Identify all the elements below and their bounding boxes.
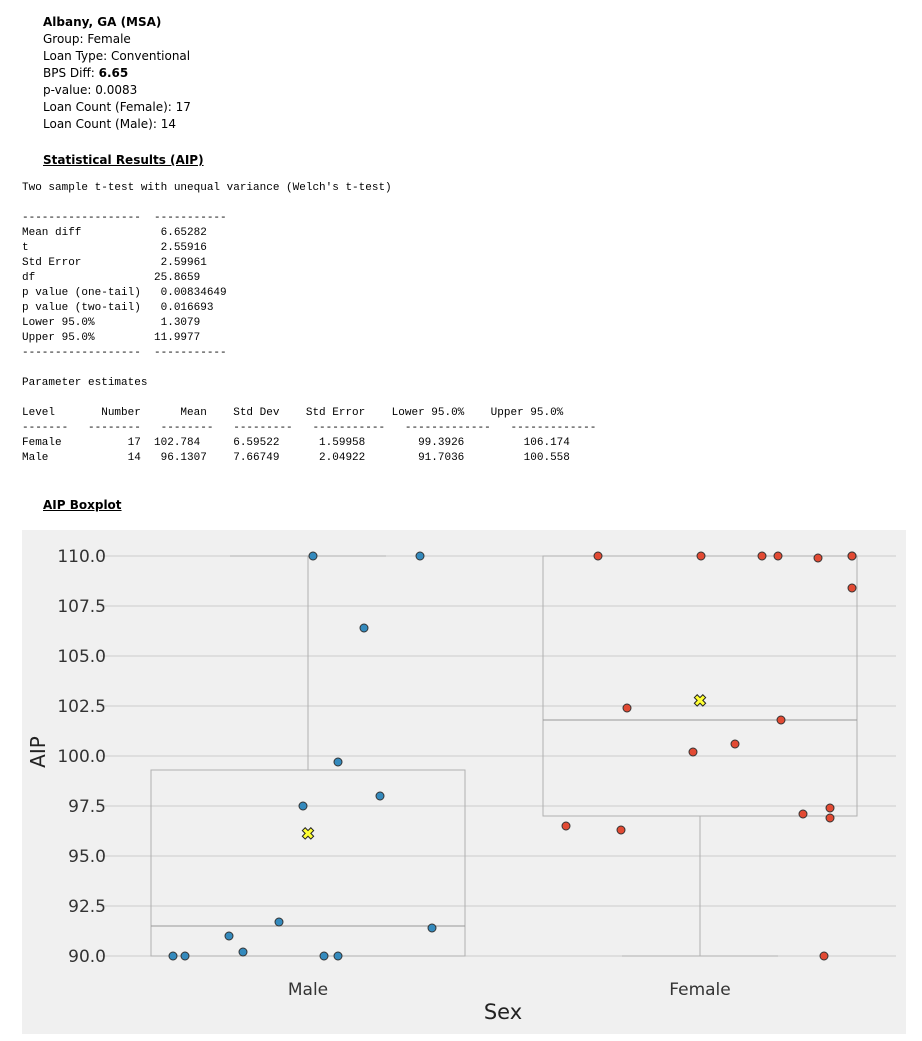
y-tick-label: 92.5 [68,897,106,917]
msa-title: Albany, GA (MSA) [43,15,162,29]
data-point [616,825,626,835]
stats-line: Std Error 2.59961 [22,257,207,269]
data-point [757,551,767,561]
data-point [593,551,603,561]
mean-marker [301,827,315,840]
pvalue-value: 0.0083 [95,83,138,97]
x-axis-label: Sex [484,1000,522,1024]
data-point [730,739,740,749]
mean-marker-shape [693,694,707,707]
group-line: Group: Female [43,31,191,48]
mean-marker-shape [301,827,315,840]
mean-marker [693,694,707,707]
data-point [333,757,343,767]
x-tick-label: Female [669,980,730,1000]
stats-line: Level Number Mean Std Dev Std Error Lowe… [22,407,564,419]
stats-line: ------------------ ----------- [22,212,227,224]
box-male [150,769,466,957]
stats-line: df 25.8659 [22,272,201,284]
stats-output: Two sample t-test with unequal variance … [22,181,596,466]
loan-type-label: Loan Type: [43,49,108,63]
stats-line: Male 14 96.1307 7.66749 2.04922 91.7036 … [22,452,570,464]
stats-section-title[interactable]: Statistical Results (AIP) [43,153,204,167]
data-point [180,951,190,961]
loan-type-line: Loan Type: Conventional [43,48,191,65]
y-tick-label: 102.5 [57,697,106,717]
bps-diff-line: BPS Diff: 6.65 [43,65,191,82]
data-point [427,923,437,933]
data-point [274,917,284,927]
stats-line: Upper 95.0% 11.9977 [22,332,201,344]
loan-type-value: Conventional [111,49,191,63]
data-point [773,551,783,561]
stats-line: Mean diff 6.65282 [22,227,207,239]
stats-line: p value (one-tail) 0.00834649 [22,287,227,299]
count-male-label: Loan Count (Male): [43,117,157,131]
data-point [813,553,823,563]
stats-line: ------- -------- -------- --------- ----… [22,422,597,434]
data-point [847,551,857,561]
stats-line: p value (two-tail) 0.016693 [22,302,214,314]
count-female-value: 17 [175,100,191,114]
data-point [825,813,835,823]
summary-panel: Albany, GA (MSA) Group: Female Loan Type… [43,14,191,133]
boxplot-section-title[interactable]: AIP Boxplot [43,498,122,512]
aip-boxplot-chart: 90.0 92.5 95.0 97.5 100.0 102.5 105.0 107.5 110.… [22,530,906,1034]
stats-line: Female 17 102.784 6.59522 1.59958 99.392… [22,437,570,449]
y-tick-label: 95.0 [68,847,106,867]
data-point [359,623,369,633]
data-point [238,947,248,957]
group-value: Female [87,32,131,46]
count-male-line: Loan Count (Male): 14 [43,116,191,133]
data-point [776,715,786,725]
y-tick-label: 110.0 [57,547,106,567]
y-tick-label: 100.0 [57,747,106,767]
data-point [333,951,343,961]
data-point [622,703,632,713]
x-tick-label: Male [288,980,328,1000]
data-point [847,583,857,593]
y-tick-label: 90.0 [68,947,106,967]
data-point [319,951,329,961]
stats-line: ------------------ ----------- [22,347,227,359]
stats-line: Parameter estimates [22,377,148,389]
data-point [696,551,706,561]
y-tick-label: 97.5 [68,797,106,817]
data-point [224,931,234,941]
count-female-line: Loan Count (Female): 17 [43,99,191,116]
count-female-label: Loan Count (Female): [43,100,172,114]
data-point [688,747,698,757]
data-point [298,801,308,811]
chart-background [22,530,906,1034]
bps-diff-value: 6.65 [98,66,129,80]
stats-line: Two sample t-test with unequal variance … [22,182,392,194]
data-point [308,551,318,561]
data-point [798,809,808,819]
count-male-value: 14 [160,117,176,131]
bps-diff-label: BPS Diff: [43,66,95,80]
data-point [375,791,385,801]
data-point [819,951,829,961]
pvalue-line: p-value: 0.0083 [43,82,191,99]
y-axis-label: AIP [26,736,50,768]
y-tick-label: 107.5 [57,597,106,617]
stats-line: t 2.55916 [22,242,207,254]
data-point [561,821,571,831]
pvalue-label: p-value: [43,83,92,97]
y-tick-label: 105.0 [57,647,106,667]
stats-line: Lower 95.0% 1.3079 [22,317,201,329]
data-point [168,951,178,961]
data-point [415,551,425,561]
data-point [825,803,835,813]
boxplot-svg: 90.0 92.5 95.0 97.5 100.0 102.5 105.0 107.5 110.… [22,530,906,1034]
group-label: Group: [43,32,84,46]
